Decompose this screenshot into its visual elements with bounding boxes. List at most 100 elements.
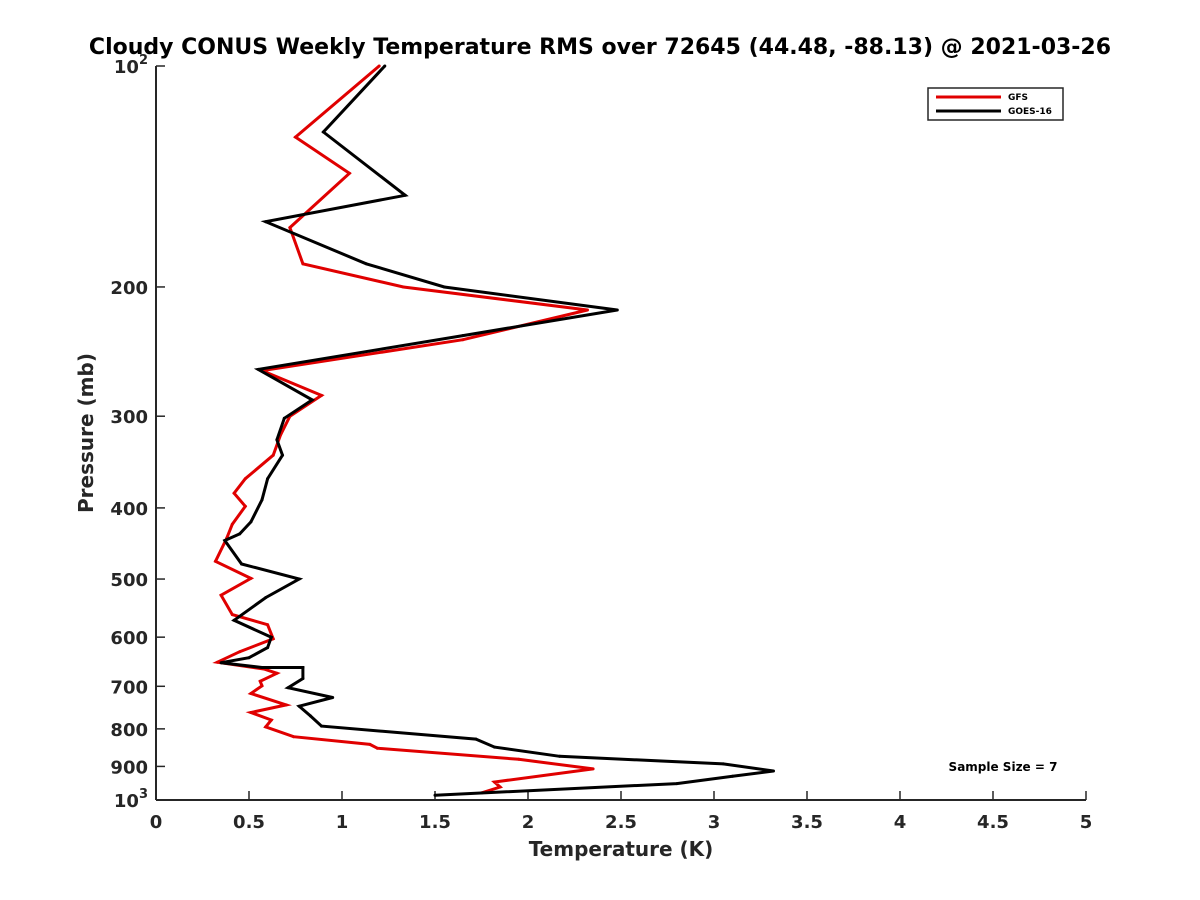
x-tick-label: 0.5 xyxy=(233,812,265,833)
data-point-goes-16 xyxy=(249,520,253,524)
data-point-gfs xyxy=(243,477,247,481)
data-point-gfs xyxy=(301,262,305,266)
data-point-gfs xyxy=(238,650,242,654)
y-ticks: 102 200 300 400 500 600 700 800 900 103 xyxy=(110,53,165,812)
data-point-gfs xyxy=(230,522,234,526)
data-point-goes-16 xyxy=(493,745,496,749)
y-tick-label: 300 xyxy=(110,407,148,428)
data-point-gfs xyxy=(249,692,253,695)
y-tick-label: 600 xyxy=(110,628,148,649)
series-line-goes-16 xyxy=(220,64,774,797)
legend: GFS GOES-16 xyxy=(927,87,1064,121)
data-point-goes-16 xyxy=(282,416,286,420)
data-point-gfs xyxy=(269,718,273,722)
data-point-gfs xyxy=(498,785,502,789)
data-point-goes-16 xyxy=(615,308,619,312)
y-tick-label: 800 xyxy=(110,720,148,741)
x-tick-label: 3 xyxy=(708,812,721,833)
x-tick-label: 4 xyxy=(894,812,907,833)
y-tick-label: 200 xyxy=(110,278,148,299)
series-line-gfs xyxy=(212,64,594,795)
data-point-goes-16 xyxy=(275,438,279,442)
data-point-gfs xyxy=(586,308,589,312)
chart-title: Cloudy CONUS Weekly Temperature RMS over… xyxy=(89,35,1111,60)
data-point-gfs xyxy=(219,593,223,597)
y-tick-label: 700 xyxy=(110,677,148,698)
data-point-gfs xyxy=(292,735,296,739)
data-point-goes-16 xyxy=(364,262,368,266)
x-ticks: 0 0.5 1 1.5 2 2.5 3 3.5 4 4.5 5 xyxy=(150,791,1093,833)
x-tick-label: 4.5 xyxy=(977,812,1009,833)
data-point-gfs xyxy=(401,285,405,289)
data-point-gfs xyxy=(275,671,279,675)
data-point-goes-16 xyxy=(331,696,335,699)
data-point-gfs xyxy=(249,576,253,580)
data-point-goes-16 xyxy=(558,754,562,758)
plot-area: 0 0.5 1 1.5 2 2.5 3 3.5 4 4.5 5 102 200 300 400 500 600… xyxy=(110,53,1092,833)
data-point-goes-16 xyxy=(260,666,264,669)
data-point-goes-16 xyxy=(286,686,290,690)
x-tick-label: 0 xyxy=(150,812,163,833)
data-point-goes-16 xyxy=(269,635,273,639)
x-tick-label: 1.5 xyxy=(419,812,451,833)
data-point-gfs xyxy=(377,64,381,68)
data-point-goes-16 xyxy=(219,661,223,665)
data-point-goes-16 xyxy=(731,774,735,778)
sample-size-annotation: Sample Size = 7 xyxy=(949,760,1058,774)
data-point-gfs xyxy=(215,660,219,664)
legend-label-gfs: GFS xyxy=(1008,93,1028,103)
data-point-gfs xyxy=(517,757,521,761)
data-point-goes-16 xyxy=(264,596,268,600)
data-point-goes-16 xyxy=(383,64,387,68)
series-layer xyxy=(212,64,775,797)
data-point-goes-16 xyxy=(433,793,437,797)
series-goes-16 xyxy=(219,64,775,797)
x-axis-label: Temperature (K) xyxy=(529,837,714,861)
data-point-goes-16 xyxy=(310,398,314,402)
data-point-gfs xyxy=(260,684,264,688)
y-tick-label: 103 xyxy=(114,787,148,812)
data-point-goes-16 xyxy=(281,453,284,457)
data-point-gfs xyxy=(493,780,496,784)
data-point-goes-16 xyxy=(772,769,775,773)
x-tick-label: 1 xyxy=(336,812,349,833)
data-point-gfs xyxy=(266,623,270,627)
data-point-goes-16 xyxy=(256,367,260,371)
data-point-goes-16 xyxy=(266,646,270,650)
data-point-goes-16 xyxy=(297,704,301,708)
data-point-gfs xyxy=(347,171,351,175)
data-point-goes-16 xyxy=(238,532,242,536)
x-tick-label: 3.5 xyxy=(791,812,823,833)
data-point-goes-16 xyxy=(721,762,725,766)
y-tick-label: 400 xyxy=(110,499,148,520)
data-point-goes-16 xyxy=(264,220,268,224)
data-point-goes-16 xyxy=(260,498,264,502)
y-axis-label: Pressure (mb) xyxy=(74,353,98,513)
data-point-gfs xyxy=(284,703,288,707)
legend-label-goes-16: GOES-16 xyxy=(1008,107,1052,117)
legend-entries: GFS GOES-16 xyxy=(936,93,1052,117)
data-point-goes-16 xyxy=(403,193,407,197)
data-point-gfs xyxy=(214,559,217,563)
x-tick-label: 2 xyxy=(522,812,535,833)
x-tick-label: 5 xyxy=(1080,812,1093,833)
data-point-gfs xyxy=(294,135,297,139)
data-point-gfs xyxy=(271,453,275,457)
data-point-gfs xyxy=(368,742,372,746)
data-point-goes-16 xyxy=(442,285,446,289)
data-point-gfs xyxy=(591,767,595,771)
data-point-goes-16 xyxy=(232,618,236,622)
data-point-gfs xyxy=(288,226,292,230)
data-point-goes-16 xyxy=(675,782,679,786)
y-tick-label: 900 xyxy=(110,757,148,778)
data-point-gfs xyxy=(232,491,236,495)
y-tick-label: 500 xyxy=(110,570,148,591)
data-point-goes-16 xyxy=(266,477,270,481)
data-point-goes-16 xyxy=(308,714,312,718)
data-point-goes-16 xyxy=(223,539,227,542)
data-point-gfs xyxy=(249,711,253,714)
data-point-goes-16 xyxy=(247,656,251,660)
data-point-gfs xyxy=(320,393,323,397)
data-point-gfs xyxy=(264,725,268,729)
